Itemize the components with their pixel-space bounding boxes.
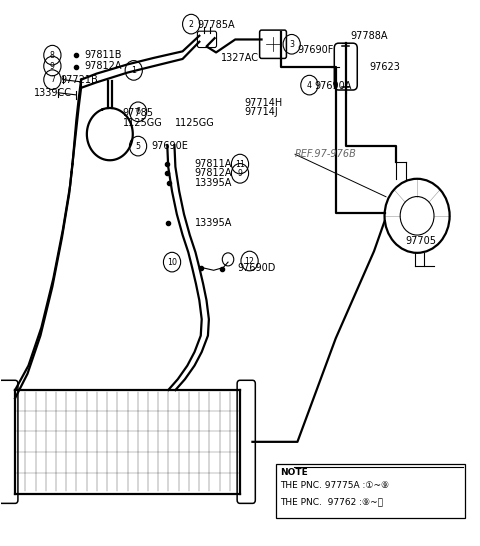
Text: 8: 8 — [50, 51, 55, 60]
Text: 1: 1 — [131, 66, 136, 75]
Text: 12: 12 — [245, 257, 254, 265]
FancyBboxPatch shape — [0, 380, 18, 503]
Text: 13395A: 13395A — [194, 177, 232, 188]
Text: 97788A: 97788A — [350, 31, 387, 41]
Text: 4: 4 — [307, 81, 312, 90]
Text: 1125GG: 1125GG — [175, 118, 215, 128]
Text: 10: 10 — [167, 258, 177, 266]
Text: 97690A: 97690A — [314, 81, 351, 91]
FancyBboxPatch shape — [197, 31, 216, 48]
Text: 97785: 97785 — [123, 109, 154, 118]
Text: 97714J: 97714J — [245, 108, 278, 117]
Text: THE PNC. 97775A :①~⑨: THE PNC. 97775A :①~⑨ — [280, 481, 389, 490]
Text: 97714H: 97714H — [245, 98, 283, 108]
Text: THE PNC.  97762 :⑨~⑫: THE PNC. 97762 :⑨~⑫ — [280, 497, 383, 506]
Text: 97811B: 97811B — [84, 50, 122, 60]
Text: 9: 9 — [238, 169, 242, 178]
Text: 3: 3 — [289, 40, 294, 49]
Text: 97690F: 97690F — [298, 45, 334, 55]
FancyBboxPatch shape — [260, 30, 287, 58]
Text: 1339CC: 1339CC — [34, 88, 72, 98]
Text: 5: 5 — [135, 141, 141, 151]
Text: 1125GG: 1125GG — [123, 118, 163, 128]
Text: 9: 9 — [50, 62, 55, 70]
Text: 7: 7 — [50, 75, 55, 84]
Text: 97721B: 97721B — [60, 75, 98, 85]
Text: NOTE: NOTE — [280, 468, 308, 477]
Text: 97811A: 97811A — [194, 159, 232, 169]
Text: REF.97-976B: REF.97-976B — [295, 149, 357, 159]
Text: 97623: 97623 — [369, 62, 400, 72]
FancyBboxPatch shape — [276, 464, 465, 518]
Text: 1327AC: 1327AC — [221, 53, 259, 63]
FancyBboxPatch shape — [334, 43, 357, 90]
Text: 97705: 97705 — [405, 236, 436, 246]
Text: 97690E: 97690E — [152, 141, 188, 151]
Text: 11: 11 — [235, 159, 245, 169]
FancyBboxPatch shape — [237, 380, 255, 503]
Text: 6: 6 — [135, 108, 141, 116]
Text: 97785A: 97785A — [197, 20, 235, 30]
Text: 2: 2 — [189, 20, 194, 28]
Text: 13395A: 13395A — [194, 218, 232, 228]
Text: 97812A: 97812A — [194, 168, 232, 179]
Text: 97690D: 97690D — [238, 263, 276, 272]
Text: 97812A: 97812A — [84, 61, 122, 71]
